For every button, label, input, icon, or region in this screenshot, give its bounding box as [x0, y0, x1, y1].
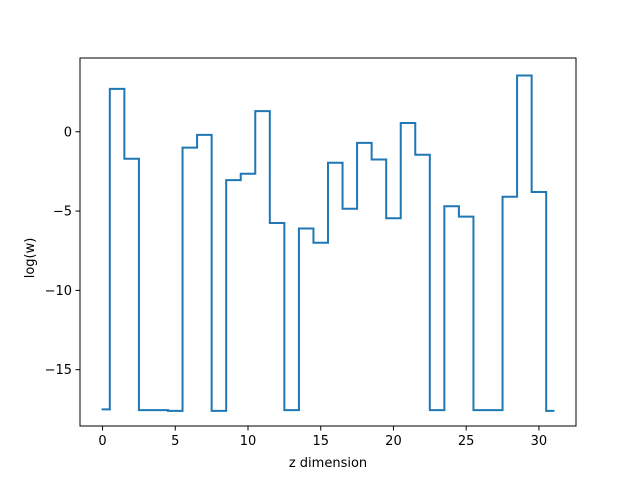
- series-line: [101, 74, 555, 412]
- x-tick-label: 0: [98, 434, 106, 449]
- y-axis: −15 −10 −5 0: [45, 125, 80, 378]
- x-tick-label: 30: [531, 434, 548, 449]
- series-layer: [101, 74, 555, 412]
- x-tick-label: 15: [312, 434, 329, 449]
- x-tick-label: 5: [171, 434, 179, 449]
- x-tick-label: 10: [240, 434, 257, 449]
- y-tick-label: 0: [64, 125, 72, 140]
- x-axis-label: z dimension: [289, 456, 367, 471]
- x-tick-label: 20: [385, 434, 402, 449]
- y-tick-label: −15: [45, 363, 72, 378]
- x-axis: 0 5 10 15 20 25 30: [98, 426, 547, 449]
- y-axis-label: log(w): [23, 238, 38, 279]
- y-tick-label: −10: [45, 284, 72, 299]
- x-tick-label: 25: [458, 434, 475, 449]
- y-tick-label: −5: [53, 205, 72, 220]
